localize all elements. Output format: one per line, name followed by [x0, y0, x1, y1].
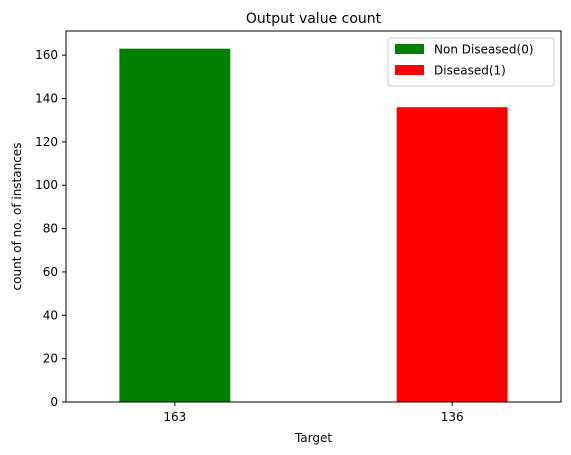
y-axis-ticks: 0 20 40 60 80 100 120 140 160	[35, 48, 66, 409]
y-tick-label: 40	[43, 308, 58, 322]
bar-136	[396, 107, 508, 402]
y-tick-label: 80	[43, 222, 58, 236]
x-tick-label: 163	[163, 410, 186, 424]
y-tick-label: 0	[50, 395, 58, 409]
legend-swatch-diseased	[395, 65, 424, 75]
legend-label-non-diseased: Non Diseased(0)	[434, 43, 534, 57]
legend: Non Diseased(0) Diseased(1)	[387, 37, 555, 87]
bars-group	[119, 48, 508, 403]
y-tick-label: 100	[35, 178, 58, 192]
legend-swatch-non-diseased	[395, 44, 424, 54]
x-axis-ticks: 163 136	[163, 402, 464, 424]
chart-title: Output value count	[246, 11, 382, 27]
x-tick-label: 136	[441, 410, 464, 424]
y-tick-label: 60	[43, 265, 58, 279]
bar-163	[119, 48, 231, 403]
y-axis-label: count of no. of instances	[10, 143, 24, 291]
y-tick-label: 20	[43, 352, 58, 366]
plot-frame	[65, 30, 562, 403]
legend-label-diseased: Diseased(1)	[434, 64, 506, 78]
x-axis-label: Target	[294, 431, 332, 445]
y-tick-label: 140	[35, 92, 58, 106]
y-tick-label: 120	[35, 135, 58, 149]
legend-box	[387, 37, 555, 87]
y-tick-label: 160	[35, 48, 58, 62]
